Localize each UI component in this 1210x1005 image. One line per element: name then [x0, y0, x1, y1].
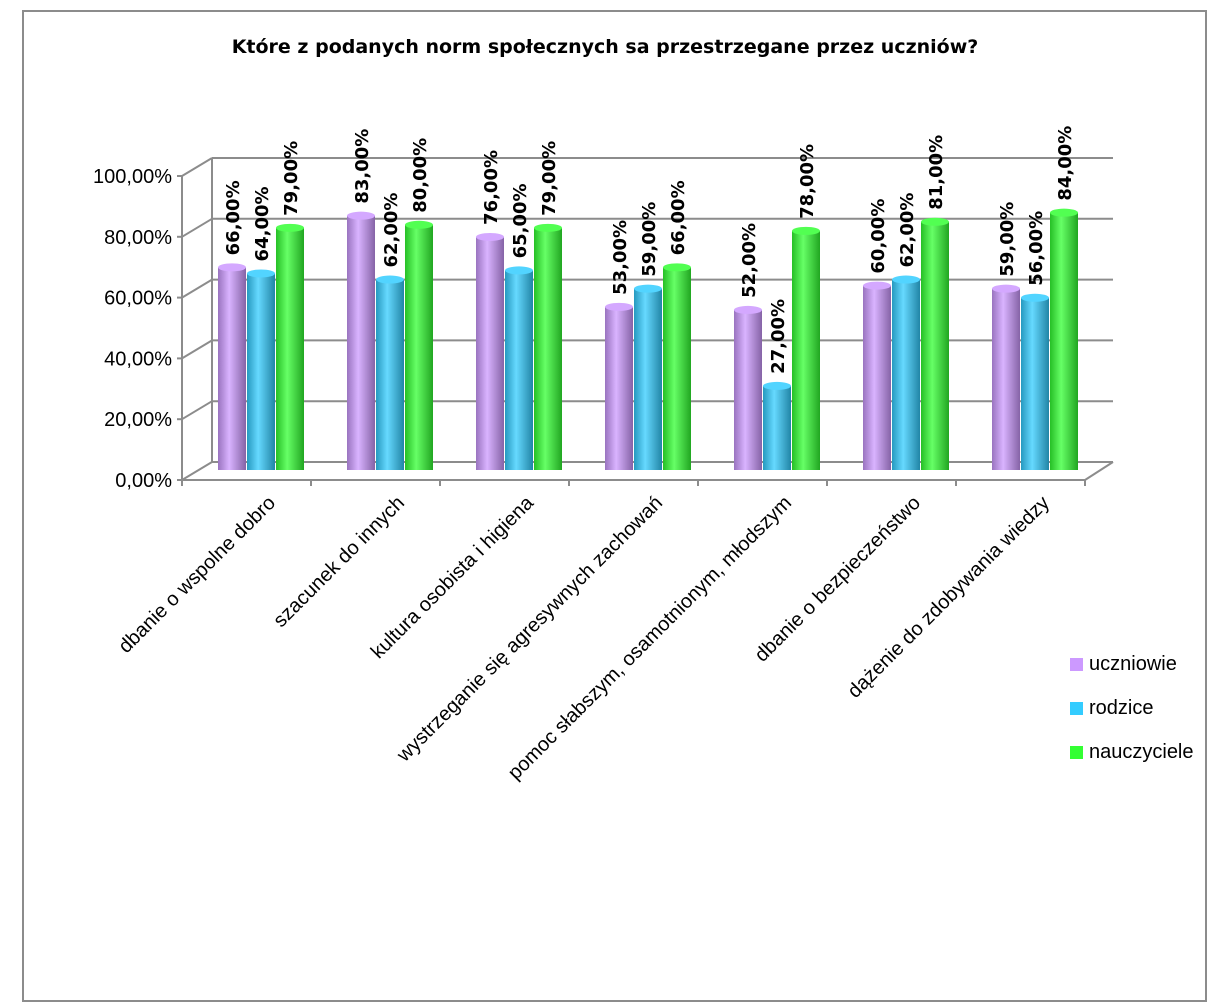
bar-top	[634, 284, 662, 293]
bar	[247, 273, 275, 470]
gridline-side	[181, 461, 213, 481]
data-label: 59,00%	[997, 202, 1018, 277]
bar-top	[347, 211, 375, 220]
data-label: 79,00%	[281, 141, 302, 216]
chart-title: Które z podanych norm społecznych sa prz…	[231, 36, 979, 58]
bar-top	[763, 381, 791, 390]
chart-area	[22, 10, 1207, 1002]
y-tick-label: 20,00%	[104, 409, 172, 431]
legend-item-rodzice: rodzice	[1070, 697, 1153, 720]
legend-label-uczniowie: uczniowie	[1089, 653, 1177, 675]
legend-label-nauczyciele: nauczyciele	[1089, 741, 1194, 763]
bar-top	[992, 284, 1020, 293]
bar-top	[921, 217, 949, 226]
bar-top	[376, 275, 404, 284]
bar-top	[505, 266, 533, 275]
data-label: 62,00%	[381, 193, 402, 268]
bar	[1021, 297, 1049, 470]
gridline-side	[181, 278, 213, 299]
bar-top	[405, 220, 433, 229]
data-label: 84,00%	[1055, 126, 1076, 201]
data-label: 60,00%	[868, 199, 889, 274]
legend-swatch-uczniowie	[1070, 658, 1083, 671]
bar	[505, 270, 533, 470]
bar	[534, 227, 562, 470]
bar	[376, 279, 404, 470]
bar	[734, 309, 762, 470]
data-label: 65,00%	[510, 183, 531, 258]
data-label: 56,00%	[1026, 211, 1047, 286]
category-label: szacunek do innych	[269, 492, 409, 632]
bar	[605, 306, 633, 470]
y-tick-label: 40,00%	[104, 348, 172, 370]
bar-top	[1021, 293, 1049, 302]
legend-swatch-nauczyciele	[1070, 746, 1083, 759]
data-label: 76,00%	[481, 150, 502, 225]
bar-top	[792, 226, 820, 235]
bar	[663, 267, 691, 470]
bar	[763, 385, 791, 470]
bar	[634, 288, 662, 470]
bar	[1050, 212, 1078, 470]
bar-top	[863, 281, 891, 290]
bar-top	[276, 223, 304, 232]
data-label: 80,00%	[410, 138, 431, 213]
bar-top	[247, 269, 275, 278]
data-label: 78,00%	[797, 144, 818, 219]
data-label: 53,00%	[610, 220, 631, 295]
bar	[863, 285, 891, 470]
data-label: 52,00%	[739, 223, 760, 298]
data-label: 64,00%	[252, 186, 273, 261]
data-label: 79,00%	[539, 141, 560, 216]
bar	[218, 267, 246, 470]
data-label: 81,00%	[926, 135, 947, 210]
data-label: 66,00%	[668, 180, 689, 255]
bar	[921, 221, 949, 470]
legend-item-uczniowie: uczniowie	[1070, 653, 1177, 676]
data-label: 66,00%	[223, 180, 244, 255]
category-label: dążenie do zdobywania wiedzy	[844, 492, 1055, 703]
bar-top	[892, 275, 920, 284]
y-tick-label: 80,00%	[104, 227, 172, 249]
legend-label-rodzice: rodzice	[1089, 697, 1154, 719]
y-tick-label: 100,00%	[93, 166, 172, 188]
legend-swatch-rodzice	[1070, 702, 1083, 715]
floor-edge	[1084, 461, 1114, 481]
bar-top	[605, 302, 633, 311]
gridline-side	[181, 157, 213, 177]
category-label: wystrzeganie się agresywnych zachowań	[392, 492, 667, 767]
data-label: 59,00%	[639, 202, 660, 277]
gridline-side	[181, 400, 213, 421]
bar	[347, 215, 375, 470]
bar-top	[663, 263, 691, 272]
legend-item-nauczyciele: nauczyciele	[1070, 741, 1194, 764]
bar-top	[1050, 208, 1078, 217]
bar	[992, 288, 1020, 470]
category-label: dbanie o wspolne dobro	[114, 492, 280, 658]
bar-top	[218, 263, 246, 272]
y-tick-label: 0,00%	[115, 470, 172, 492]
bar-top	[534, 223, 562, 232]
bar	[792, 230, 820, 470]
category-label: pomoc słabszym, osamotnionym, młodszym	[504, 492, 796, 784]
bar	[892, 279, 920, 470]
data-label: 83,00%	[352, 129, 373, 204]
gridline-side	[181, 339, 213, 360]
data-label: 62,00%	[897, 193, 918, 268]
bar	[476, 236, 504, 470]
gridline-side	[181, 217, 213, 238]
y-tick-label: 60,00%	[104, 288, 172, 310]
bar-top	[476, 232, 504, 241]
bar	[276, 227, 304, 470]
data-label: 27,00%	[768, 299, 789, 374]
bar	[405, 224, 433, 470]
bar-top	[734, 305, 762, 314]
